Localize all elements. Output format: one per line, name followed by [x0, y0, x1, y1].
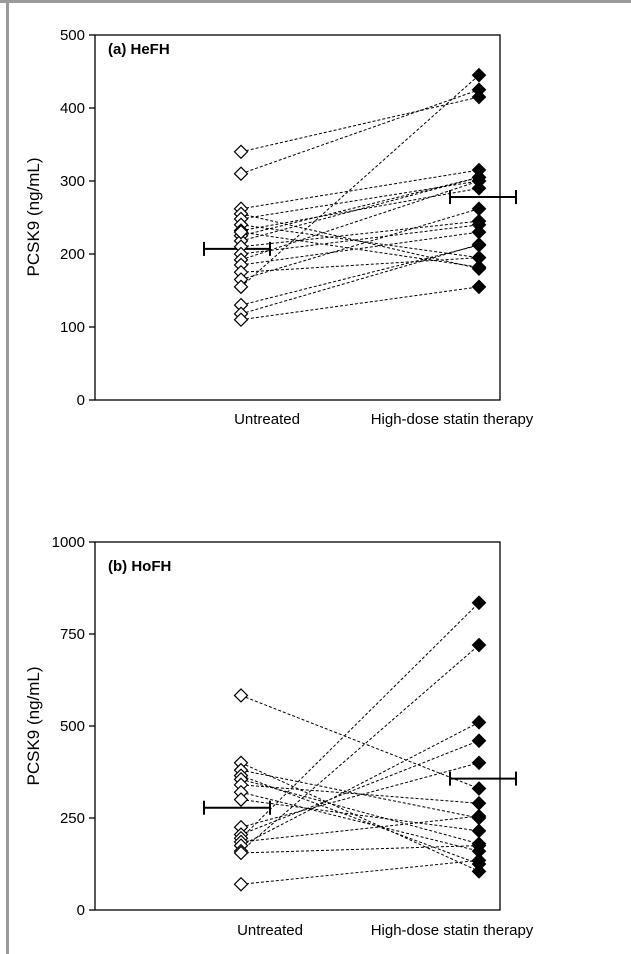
panel-a-treated-point: [471, 279, 487, 295]
panel-b-untreated-point: [233, 792, 249, 807]
panel-a-treated-point: [471, 67, 487, 83]
panel-b-y-axis-title: PCSK9 (ng/mL): [24, 666, 43, 785]
panel-b-x-tick-treated: High-dose statin therapy: [371, 922, 534, 939]
panel-a-pair-line: [240, 244, 480, 315]
panel-a-plot-frame: [94, 34, 501, 401]
panel-a-label: (a) HeFH: [108, 41, 170, 58]
panel-a-y-axis-title: PCSK9 (ng/mL): [24, 157, 43, 276]
panel-a-pair-line: [240, 169, 480, 210]
panel-a-untreated-point: [233, 166, 249, 182]
panel-b-error-bars: [203, 771, 517, 815]
panel-b-pair-line: [240, 602, 480, 839]
panel-a-pair-line: [240, 89, 480, 175]
panel-a-pair-line: [240, 74, 480, 288]
panel-a-pair-line: [240, 286, 480, 321]
panel-a-untreated-point: [233, 144, 249, 160]
panel-b-treated-point: [471, 838, 487, 853]
panel-a-pair-line: [240, 208, 480, 281]
panel-a-pair-line: [240, 176, 480, 242]
frame-left-border: [6, 0, 9, 954]
panel-b-y-tick-label: 0: [77, 902, 85, 919]
panel-b-y-ticks: 0 250 500 750 1000: [52, 534, 95, 919]
panel-b-treated-point: [471, 823, 487, 839]
panel-b-pair-line: [240, 799, 480, 832]
panel-b-pair-line: [240, 859, 480, 885]
panel-b-pair-line: [240, 694, 480, 790]
panel-a-markers: [233, 67, 487, 328]
panel-a-treated-point: [471, 173, 487, 189]
panel-a-hefh: (a) HeFH PCSK9 (ng/mL) Untreated High-do…: [24, 27, 534, 428]
panel-b-untreated-point: [233, 688, 249, 703]
panel-b-pair-line: [240, 644, 480, 852]
panel-a-pair-line: [240, 176, 480, 237]
panel-b-treated-point: [471, 733, 487, 749]
panel-b-treated-point: [471, 714, 487, 730]
panel-b-treated-point: [471, 864, 487, 879]
panel-a-y-tick-label: 300: [60, 173, 85, 190]
panel-b-y-tick-label: 750: [60, 626, 85, 643]
panel-b-plot-frame: [94, 541, 501, 911]
panel-b-treated-point: [471, 781, 487, 796]
panel-b-markers: [233, 595, 487, 892]
panel-b-treated-point: [471, 595, 487, 611]
frame-top-border: [0, 0, 631, 3]
panel-a-pair-line: [240, 96, 480, 153]
panel-a-pair-line: [240, 220, 480, 248]
panel-a-pair-line: [240, 224, 480, 259]
panel-b-treated-point: [471, 755, 487, 771]
panel-b-label: (b) HoFH: [108, 558, 171, 575]
panel-b-treated-point: [471, 637, 487, 653]
panel-a-y-tick-label: 500: [60, 27, 85, 44]
panel-a-pair-line: [240, 180, 480, 220]
panel-a-treated-point: [471, 237, 487, 252]
panel-b-untreated-point: [233, 876, 249, 892]
panel-b-y-tick-label: 250: [60, 810, 85, 827]
panel-b-pair-line: [240, 845, 480, 854]
panel-b-x-tick-untreated: Untreated: [237, 922, 303, 939]
panel-a-pair-lines: [240, 74, 480, 321]
panel-a-treated-point: [471, 201, 487, 217]
panel-a-y-tick-label: 0: [77, 392, 85, 409]
panel-a-treated-point: [471, 82, 487, 98]
panel-b-pair-line: [240, 740, 480, 836]
panel-a-pair-line: [240, 231, 480, 268]
panel-b-pair-line: [240, 721, 480, 847]
panel-b-pair-line: [240, 778, 480, 845]
panel-b-pair-line: [240, 762, 480, 872]
panel-a-y-ticks: 0 100 200 300 400 500: [60, 27, 95, 409]
panel-a-treated-point: [471, 259, 487, 275]
panel-a-pair-line: [240, 231, 480, 266]
panel-b-pair-line: [240, 769, 480, 819]
panel-a-x-tick-treated: High-dose statin therapy: [371, 411, 534, 428]
panel-b-untreated-point: [233, 845, 249, 861]
panel-b-hofh: (b) HoFH PCSK9 (ng/mL) Untreated High-do…: [24, 534, 534, 939]
panel-a-y-tick-label: 400: [60, 100, 85, 117]
panel-b-treated-point: [471, 852, 487, 868]
panel-b-treated-point: [471, 795, 487, 811]
panel-b-y-tick-label: 500: [60, 718, 85, 735]
panel-a-y-tick-label: 100: [60, 319, 85, 336]
panel-a-untreated-point: [233, 312, 249, 328]
panel-b-pair-lines: [240, 602, 480, 885]
panel-b-y-tick-label: 1000: [52, 534, 85, 551]
panel-a-x-tick-untreated: Untreated: [234, 411, 300, 428]
panel-a-y-tick-label: 200: [60, 246, 85, 263]
panel-a-pair-line: [240, 180, 480, 261]
panel-a-untreated-point: [233, 224, 249, 240]
panel-a-untreated-point: [233, 279, 249, 295]
panel-b-treated-point: [471, 808, 487, 824]
panel-a-pair-line: [240, 187, 480, 232]
panel-b-pair-line: [240, 791, 480, 852]
panel-a-pair-line: [240, 244, 480, 306]
